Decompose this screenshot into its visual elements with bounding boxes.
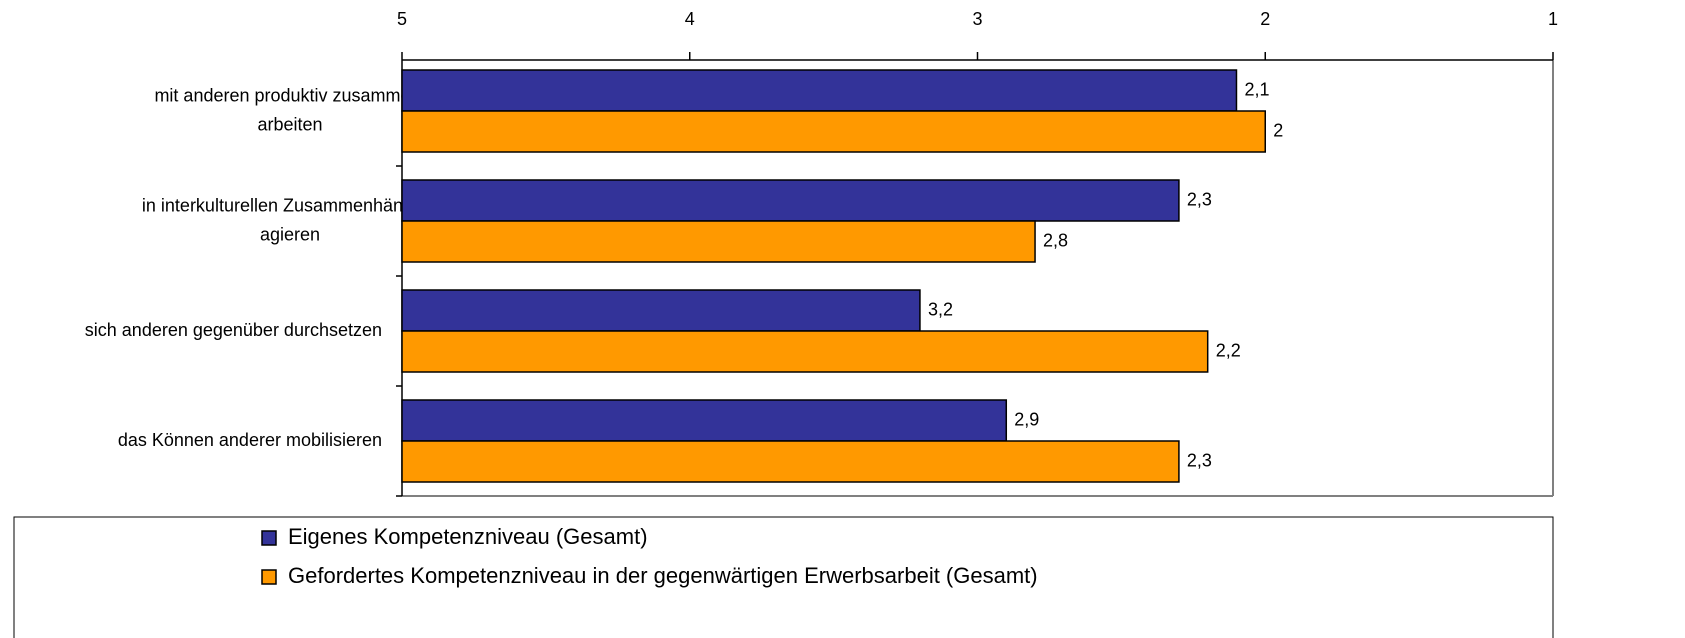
bar: [401, 330, 1209, 373]
bar: [401, 440, 1180, 483]
bar: [401, 179, 1180, 222]
y-tick-label: in interkulturellen Zusammenhängen agier…: [142, 195, 438, 244]
y-tick-label: sich anderen gegenüber durchsetzen: [85, 320, 382, 340]
bar: [401, 289, 921, 332]
data-label: 2,9: [1014, 409, 1039, 429]
data-label: 2,1: [1244, 79, 1269, 99]
x-tick-label: 2: [1260, 9, 1270, 29]
data-label: 2: [1273, 120, 1283, 140]
data-label: 3,2: [928, 299, 953, 319]
bar: [401, 220, 1036, 263]
x-tick-label: 1: [1548, 9, 1558, 29]
legend-swatch: [261, 569, 277, 585]
bar: [401, 110, 1266, 153]
data-label: 2,8: [1043, 230, 1068, 250]
bar: [401, 399, 1008, 442]
legend-label: Eigenes Kompetenzniveau (Gesamt): [288, 524, 648, 549]
x-tick-label: 4: [685, 9, 695, 29]
bar: [401, 69, 1238, 112]
y-tick-label: das Können anderer mobilisieren: [118, 430, 382, 450]
data-label: 2,3: [1187, 450, 1212, 470]
data-label: 2,3: [1187, 189, 1212, 209]
x-tick-label: 3: [972, 9, 982, 29]
x-tick-label: 5: [397, 9, 407, 29]
data-label: 2,2: [1216, 340, 1241, 360]
legend-swatch: [261, 530, 277, 546]
y-tick-label: mit anderen produktiv zusammen arbeiten: [154, 85, 425, 134]
legend-label: Gefordertes Kompetenzniveau in der gegen…: [288, 563, 1038, 588]
